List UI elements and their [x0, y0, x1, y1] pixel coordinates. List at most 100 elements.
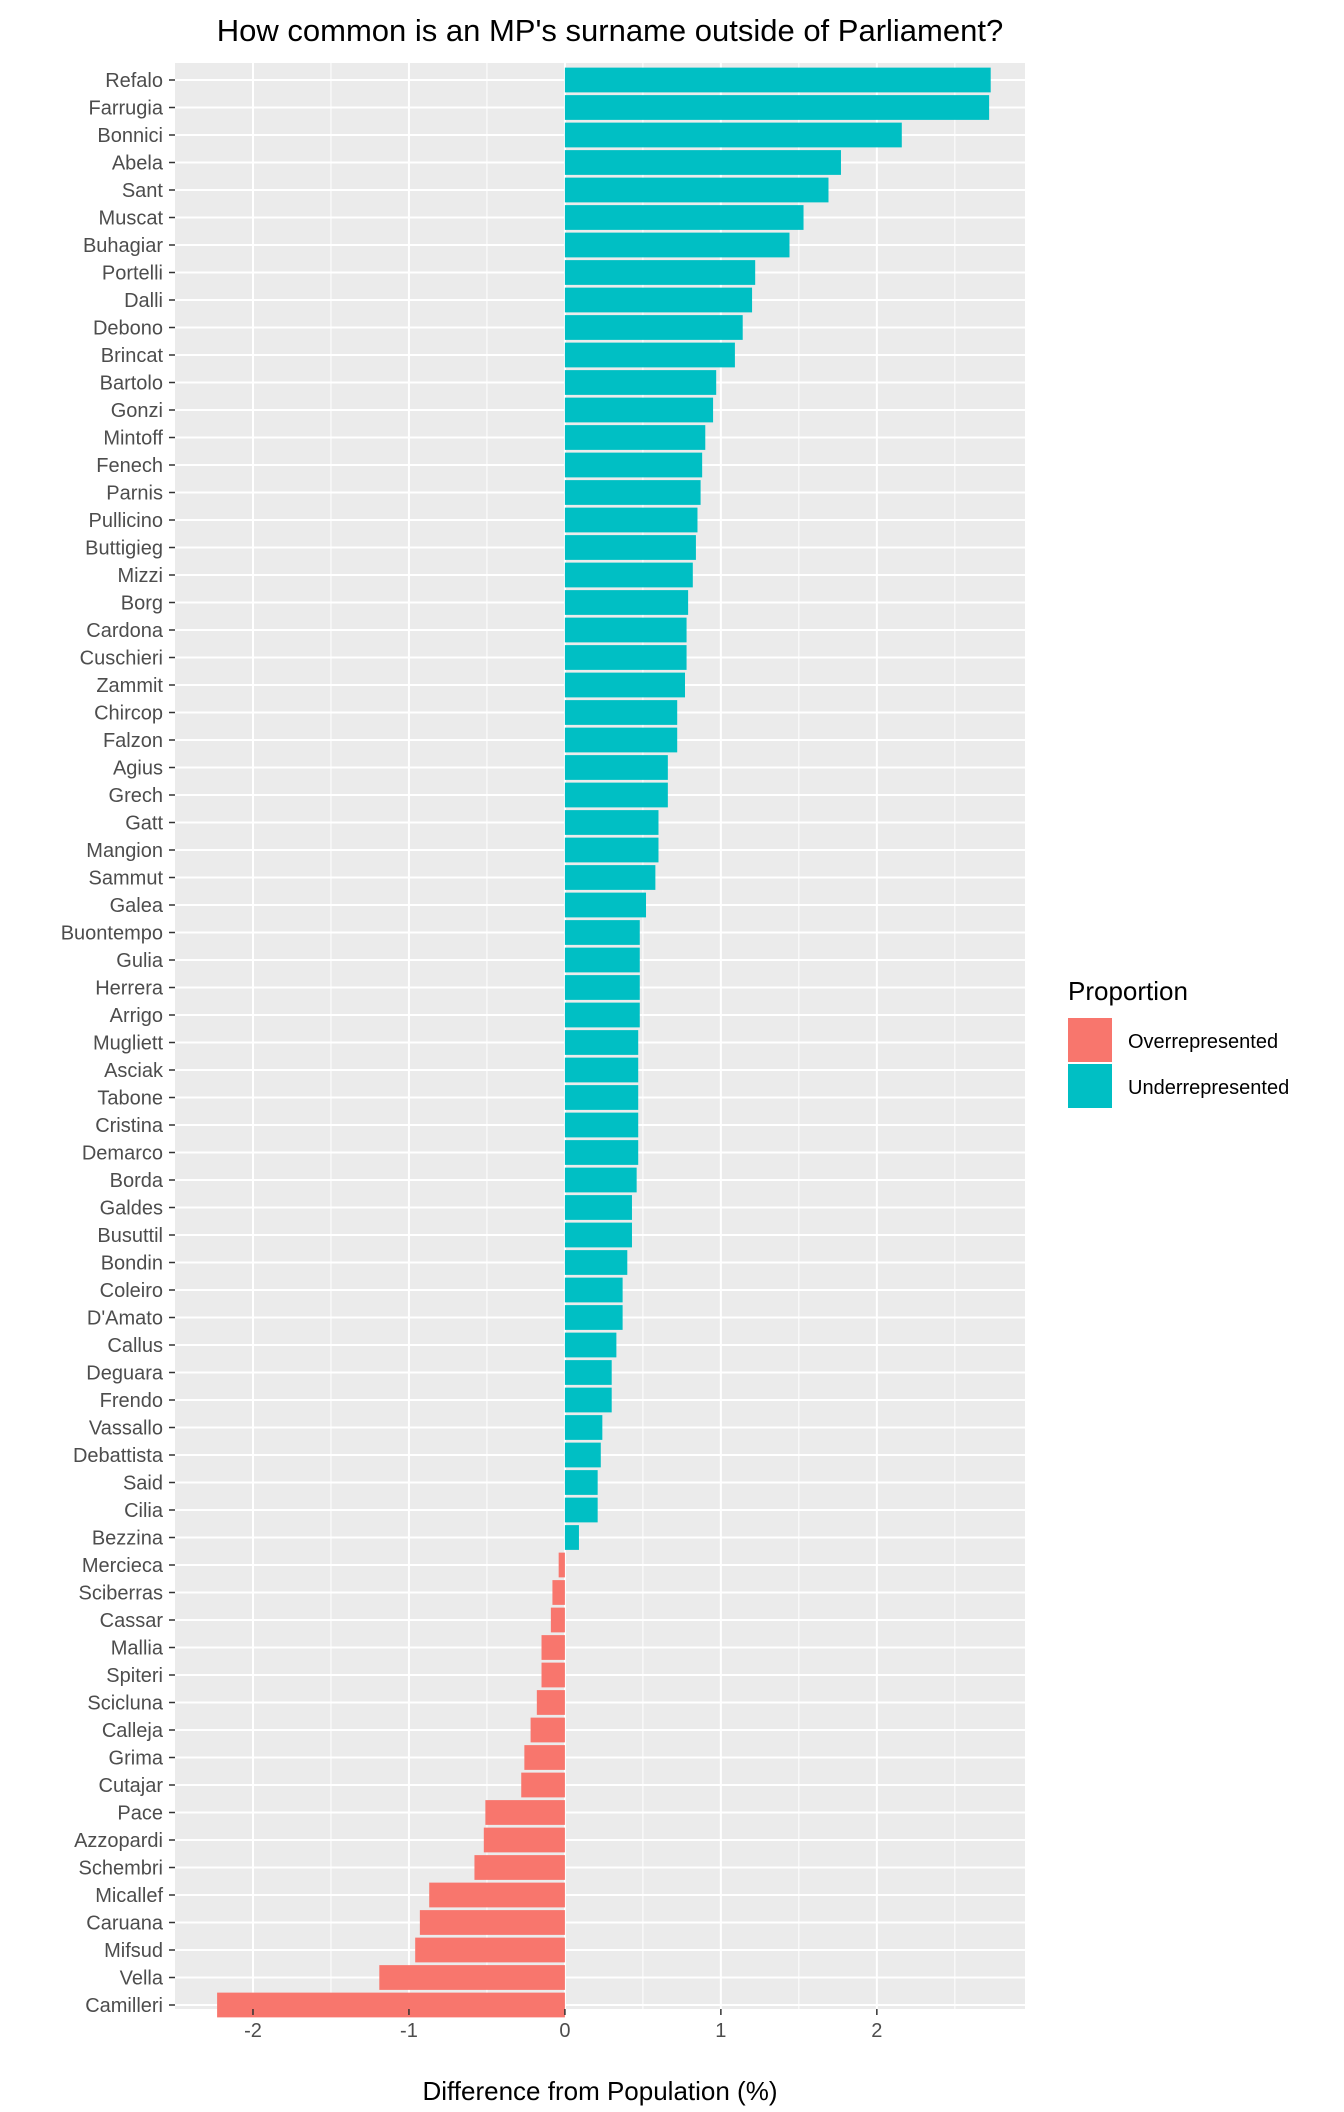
y-tick-label: Mintoff — [103, 428, 163, 450]
bar — [564, 782, 668, 808]
y-tick-label: Mifsud — [104, 1940, 163, 1962]
bar — [530, 1717, 565, 1743]
bar — [564, 177, 829, 203]
y-tick-label: Frendo — [100, 1390, 163, 1412]
y-tick-label: Debattista — [73, 1445, 164, 1467]
y-tick-label: Sammut — [89, 868, 164, 890]
y-tick-label: Mercieca — [82, 1555, 164, 1577]
bar — [564, 480, 701, 505]
bar — [483, 1827, 565, 1853]
x-axis: -2 -1 0 1 2 — [244, 2009, 882, 2042]
y-tick-label: Schembri — [79, 1858, 163, 1880]
y-tick-label: Refalo — [105, 70, 163, 92]
y-tick-label: Micallef — [95, 1885, 163, 1907]
y-tick-label: Bondin — [101, 1253, 163, 1275]
chart-title: How common is an MP's surname outside of… — [217, 13, 1003, 48]
bar — [564, 232, 790, 258]
y-tick-label: Sciberras — [79, 1583, 163, 1605]
y-tick-label: Busuttil — [97, 1225, 163, 1247]
y-tick-label: Demarco — [82, 1143, 163, 1165]
y-tick-label: Spiteri — [106, 1665, 163, 1687]
legend-swatch-underrepresented — [1068, 1064, 1112, 1108]
bar — [564, 1112, 639, 1138]
y-tick-label: Cutajar — [99, 1775, 164, 1797]
y-tick-label: Buttigieg — [85, 538, 163, 560]
bar — [564, 837, 659, 863]
bar — [474, 1855, 565, 1880]
bar — [217, 1992, 565, 2018]
y-tick-label: Cuschieri — [80, 648, 163, 670]
bar — [564, 617, 687, 643]
y-tick-label: Calleja — [102, 1720, 164, 1742]
legend: Proportion Overrepresented Underrepresen… — [1068, 976, 1289, 1108]
y-tick-label: Mizzi — [117, 565, 163, 587]
y-tick-label: Asciak — [104, 1060, 164, 1082]
bar — [564, 1525, 579, 1550]
y-tick-label: Portelli — [102, 263, 163, 285]
bar — [564, 1470, 598, 1495]
y-tick-label: Buhagiar — [83, 235, 163, 257]
bar — [564, 727, 678, 753]
y-tick-label: Azzopardi — [74, 1830, 163, 1852]
legend-title: Proportion — [1068, 976, 1188, 1006]
y-tick-label: Fenech — [96, 455, 163, 477]
y-tick-label: Mangion — [86, 840, 163, 862]
y-tick-label: Chircop — [94, 703, 163, 725]
y-tick-label: Mugliett — [93, 1033, 163, 1055]
bar — [564, 1222, 632, 1248]
bar — [564, 397, 714, 423]
bar — [564, 810, 659, 835]
y-tick-label: Agius — [113, 758, 163, 780]
bar — [564, 1497, 598, 1523]
y-tick-label: Grima — [109, 1748, 164, 1770]
bar — [564, 205, 804, 230]
y-tick-label: Cristina — [95, 1115, 164, 1137]
bar — [536, 1690, 565, 1715]
y-tick-label: Falzon — [103, 730, 163, 752]
bar — [564, 672, 685, 698]
bar — [564, 1442, 601, 1468]
bar — [524, 1745, 565, 1770]
y-tick-label: Said — [123, 1473, 163, 1495]
bar — [429, 1882, 565, 1908]
x-tick-label: 2 — [871, 2020, 882, 2042]
bar — [564, 1332, 617, 1358]
y-tick-label: D'Amato — [87, 1308, 163, 1330]
bar — [564, 95, 990, 120]
y-tick-label: Pace — [117, 1803, 163, 1825]
y-tick-label: Gonzi — [111, 400, 163, 422]
bar — [558, 1552, 565, 1578]
bar — [564, 645, 687, 670]
bar — [564, 535, 696, 560]
x-tick-label: -1 — [400, 2020, 418, 2042]
y-tick-label: Bartolo — [100, 373, 163, 395]
bar — [564, 425, 706, 450]
bars — [217, 67, 991, 2018]
y-tick-label: Dalli — [124, 290, 163, 312]
x-tick-label: 0 — [559, 2020, 570, 2042]
bar — [552, 1580, 565, 1605]
bar — [564, 590, 689, 615]
y-tick-label: Parnis — [106, 483, 163, 505]
y-tick-label: Vella — [120, 1968, 164, 1990]
y-tick-label: Camilleri — [85, 1995, 163, 2017]
bar — [564, 1415, 603, 1440]
bar — [564, 507, 698, 533]
y-tick-label: Arrigo — [110, 1005, 163, 1027]
bar — [541, 1635, 565, 1660]
bar — [564, 452, 703, 478]
bar — [564, 700, 678, 725]
bar — [564, 1305, 623, 1330]
y-tick-label: Gatt — [125, 813, 163, 835]
y-tick-label: Coleiro — [100, 1280, 163, 1302]
bar — [550, 1607, 565, 1633]
y-tick-label: Callus — [107, 1335, 163, 1357]
bar — [564, 67, 991, 93]
bar — [564, 1057, 639, 1083]
y-tick-label: Gulia — [116, 950, 164, 972]
y-tick-label: Buontempo — [61, 923, 163, 945]
y-tick-label: Sant — [122, 180, 164, 202]
y-tick-label: Zammit — [96, 675, 163, 697]
bar — [564, 1002, 640, 1028]
